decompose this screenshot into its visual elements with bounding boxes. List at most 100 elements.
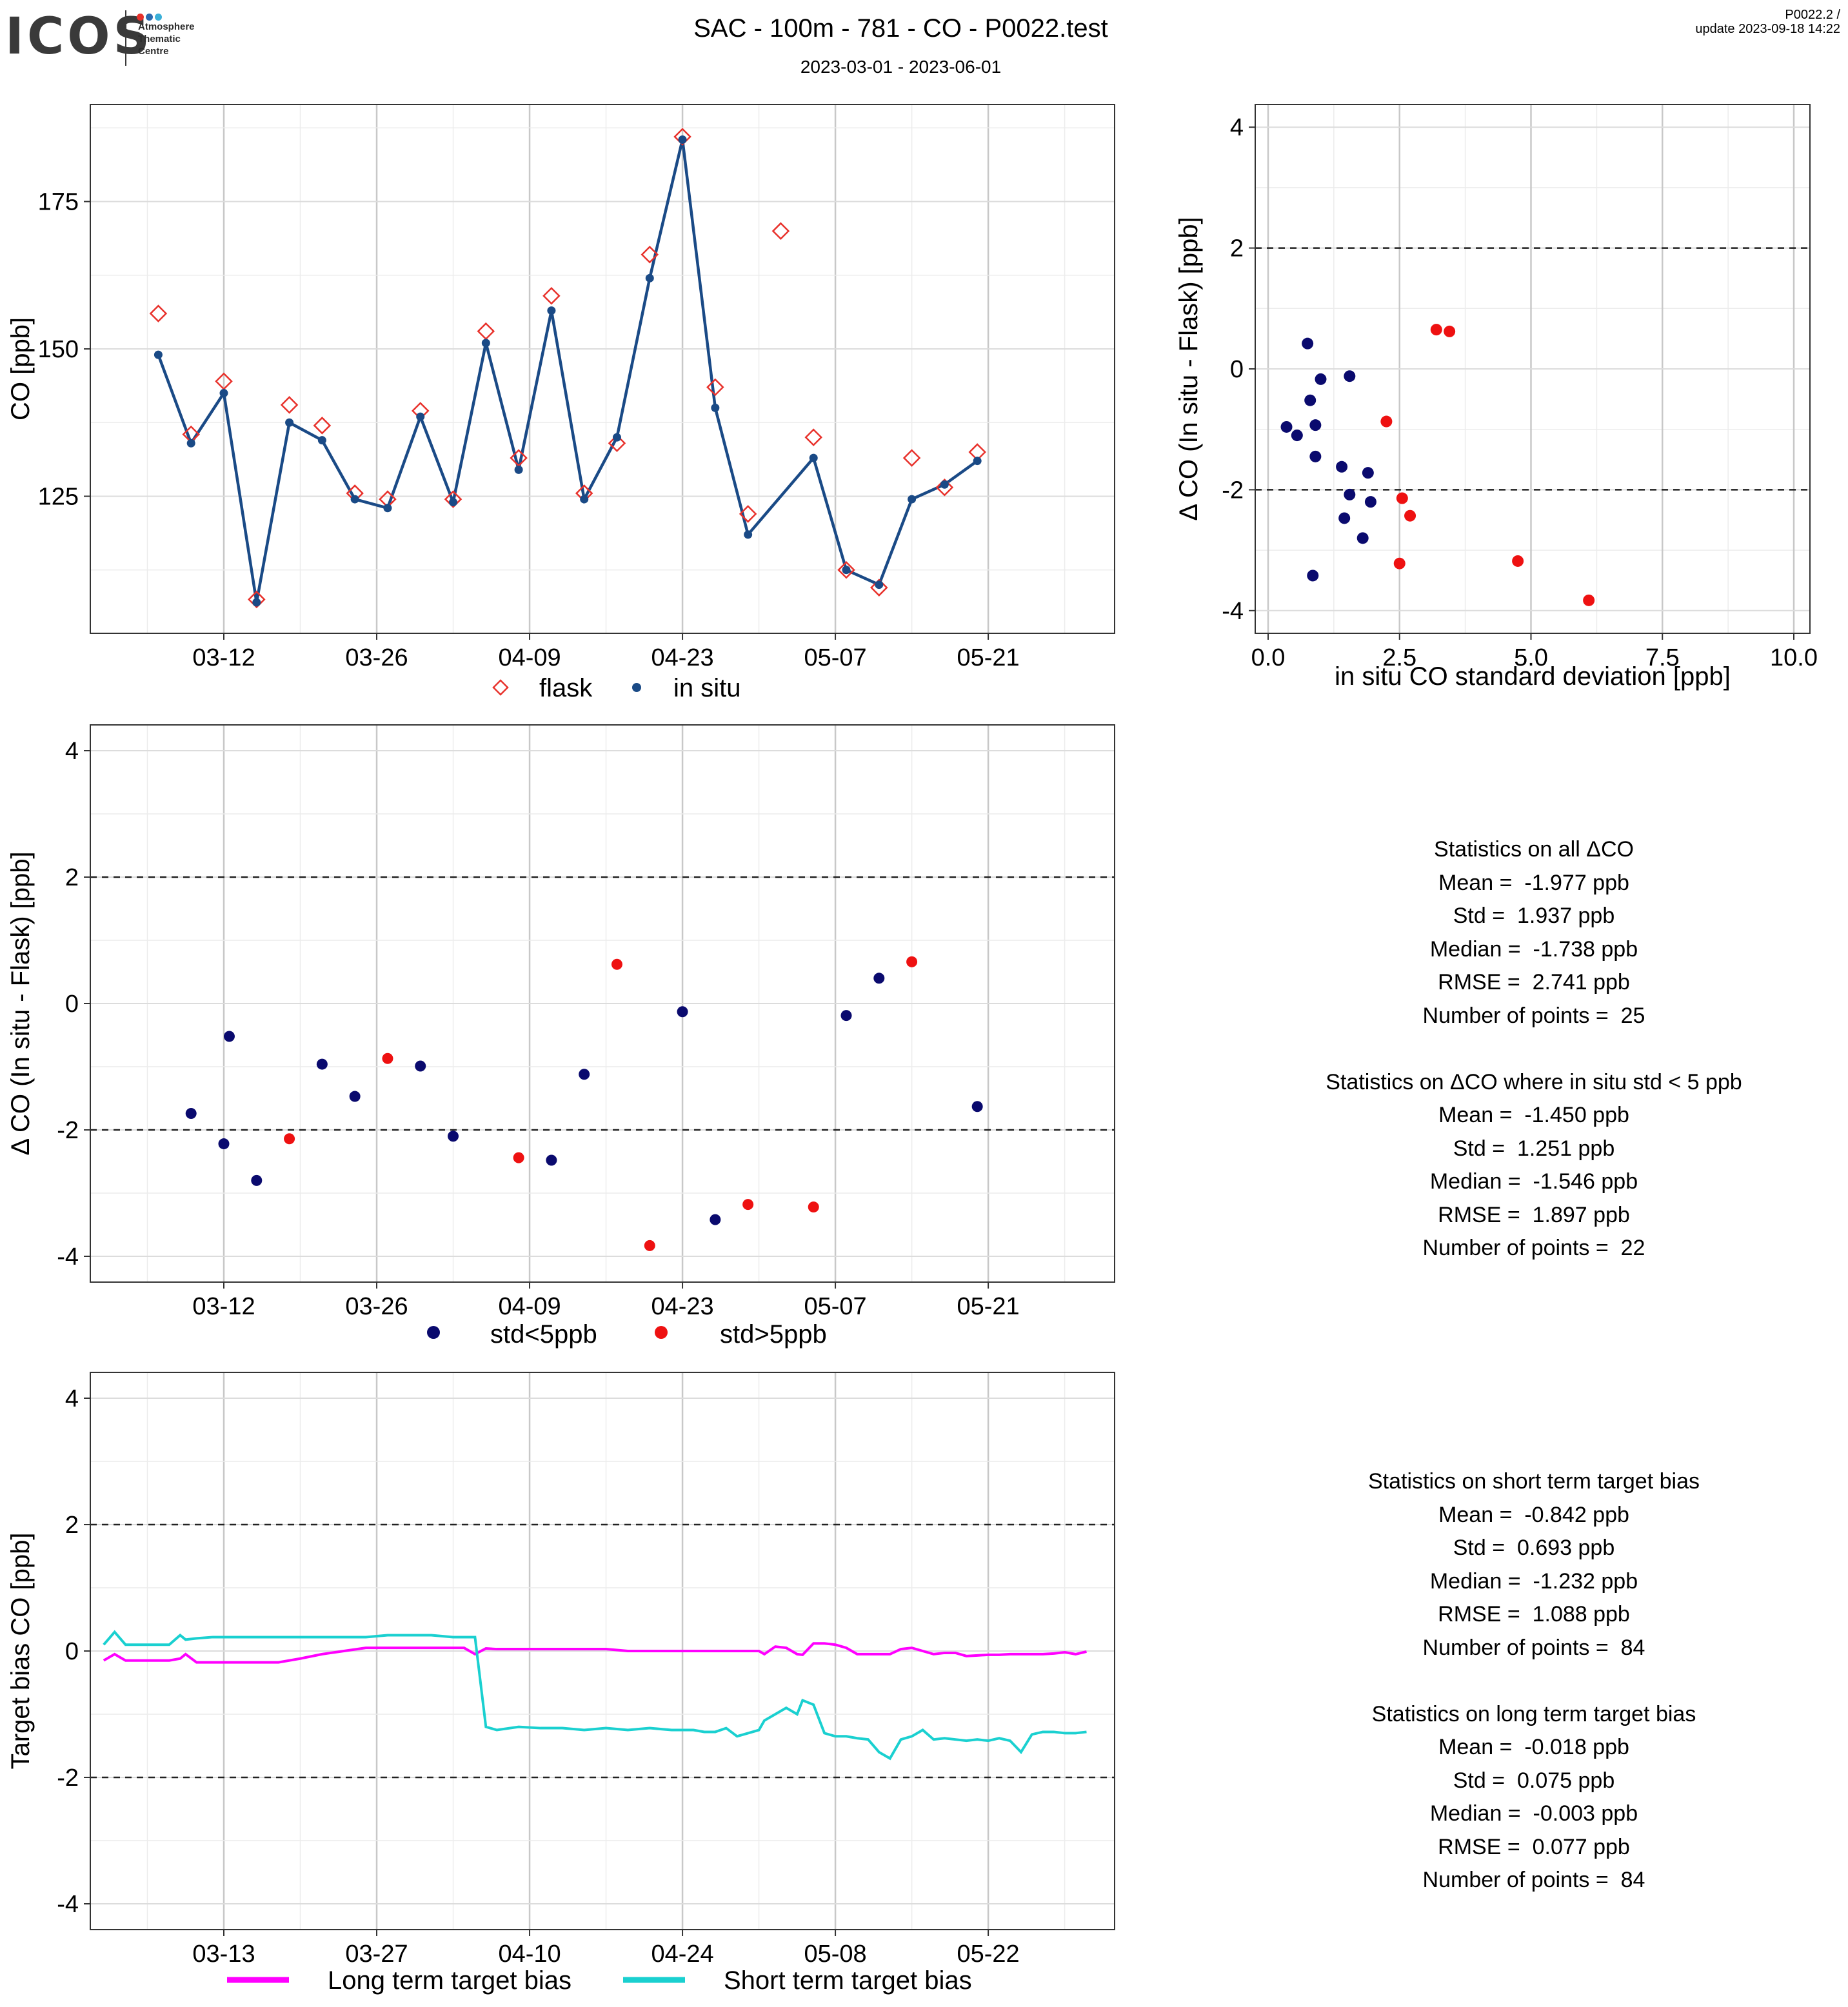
plot-panel <box>90 104 1115 634</box>
y-tick-label: 0 <box>1230 356 1244 383</box>
version-info: P0022.2 / update 2023-09-18 14:22 <box>1695 8 1840 36</box>
std-gt5-point <box>1444 325 1456 337</box>
std-lt5-point <box>579 1069 590 1080</box>
logo-separator <box>125 10 126 66</box>
flask-point <box>608 434 626 453</box>
insitu-point <box>252 598 261 607</box>
stats-heading: Statistics on all ΔCO <box>1434 837 1634 862</box>
stats-heading: Statistics on ΔCO where in situ std < 5 … <box>1326 1069 1742 1094</box>
std-lt5-point <box>1338 512 1351 524</box>
stats-target-panel: Statistics on short term target bias Mean… <box>1244 1465 1824 1897</box>
flask-point <box>280 396 299 414</box>
stats-line: Std = 0.693 ppb <box>1453 1536 1615 1560</box>
y-tick-label: -4 <box>1222 598 1244 625</box>
std-lt5-point <box>1309 450 1322 462</box>
std-gt5-point <box>1396 492 1408 504</box>
flask-point <box>837 560 855 579</box>
x-tick-label: 05-21 <box>957 1293 1019 1320</box>
insitu-point <box>580 495 589 504</box>
x-tick-label: 03-26 <box>345 644 408 671</box>
stats-line: Mean = -1.977 ppb <box>1438 870 1629 895</box>
std-lt5-point <box>1315 373 1327 385</box>
stats-heading: Statistics on short term target bias <box>1368 1469 1700 1494</box>
std-gt5-point <box>644 1240 655 1251</box>
plot-border <box>1255 104 1811 634</box>
insitu-point <box>449 498 458 507</box>
x-tick-label: 05-07 <box>804 644 866 671</box>
x-tick-label: 10.0 <box>1770 644 1818 671</box>
stats-spacer <box>1244 1033 1824 1066</box>
std-lt5-point <box>546 1154 557 1166</box>
page-subtitle-wrap: 2023-03-01 - 2023-06-01 <box>0 57 1848 77</box>
page-title-wrap: SAC - 100m - 781 - CO - P0022.test <box>0 14 1848 43</box>
x-tick-label: 0.0 <box>1251 644 1286 671</box>
y-tick-label: 150 <box>38 336 79 363</box>
std-lt5-point <box>1309 419 1322 431</box>
std-gt5-point <box>906 956 918 967</box>
stats-line: Number of points = 22 <box>1422 1236 1645 1260</box>
std-lt5-point <box>349 1091 361 1102</box>
flask-point <box>673 128 691 146</box>
y-axis-label: CO [ppb] <box>6 317 35 420</box>
flask-point <box>771 222 790 240</box>
y-tick-label: 125 <box>38 484 79 511</box>
legend-long-term-label: Long term target bias <box>328 1966 571 1995</box>
x-tick-label: 05-07 <box>804 1293 866 1320</box>
std-gt5-point <box>611 958 622 970</box>
std-gt5-point <box>1583 594 1595 606</box>
std-gt5-point <box>513 1152 524 1163</box>
stats-all-panel: Statistics on all ΔCO Mean = -1.977 ppb St… <box>1244 833 1824 1265</box>
y-tick-label: -4 <box>57 1891 79 1918</box>
insitu-point <box>285 418 294 427</box>
stats-line: Median = -0.003 ppb <box>1429 1801 1638 1826</box>
x-axis-label: in situ CO standard deviation [ppb] <box>1335 662 1731 691</box>
std-gt5-point <box>1393 557 1406 569</box>
std-gt5-point <box>284 1133 295 1145</box>
stats-line: Number of points = 84 <box>1422 1635 1645 1660</box>
std-lt5-point <box>251 1174 263 1186</box>
std-lt5-point <box>448 1131 459 1142</box>
std-lt5-point <box>873 973 885 984</box>
y-tick-label: 4 <box>65 1385 79 1412</box>
insitu-point <box>908 495 917 504</box>
std-lt5-point <box>223 1031 235 1042</box>
page-title: SAC - 100m - 781 - CO - P0022.test <box>693 14 1108 43</box>
y-axis-label: Δ CO (In situ - Flask) [ppb] <box>1175 217 1203 520</box>
flask-point <box>542 286 561 305</box>
stats-line: Median = -1.738 ppb <box>1429 936 1638 962</box>
logo-subtext: Atmosphere Thematic Centre <box>138 21 195 57</box>
insitu-point <box>416 412 425 421</box>
std-lt5-point <box>316 1058 328 1070</box>
insitu-point <box>514 465 523 474</box>
insitu-point <box>547 306 556 315</box>
flask-point <box>739 505 757 523</box>
flask-point <box>870 578 888 597</box>
plot-border <box>90 1372 1115 1930</box>
std-lt5-point <box>1307 569 1319 582</box>
legend-std-lt5-label: std<5ppb <box>490 1320 597 1349</box>
flask-point <box>313 417 332 435</box>
y-tick-label: 0 <box>65 1638 79 1665</box>
stats-line: RMSE = 1.897 ppb <box>1438 1202 1630 1227</box>
flask-point <box>248 590 266 609</box>
std-lt5-point <box>1280 420 1293 433</box>
x-tick-label: 04-10 <box>498 1941 561 1968</box>
std-gt5-point <box>1512 555 1524 567</box>
flask-point <box>641 245 659 264</box>
y-tick-label: 0 <box>65 991 79 1018</box>
flask-point <box>706 378 724 397</box>
stats-line: Std = 0.075 ppb <box>1453 1768 1615 1793</box>
insitu-point <box>973 457 982 466</box>
legend-insitu-key <box>632 683 641 692</box>
y-tick-label: -2 <box>57 1765 79 1792</box>
stats-line: Median = -1.232 ppb <box>1429 1568 1638 1594</box>
x-tick-label: 04-24 <box>651 1941 713 1968</box>
plot-border <box>90 104 1115 634</box>
stats-line: Mean = -1.450 ppb <box>1438 1103 1629 1127</box>
x-tick-label: 03-12 <box>192 644 255 671</box>
x-tick-label: 03-13 <box>192 1941 255 1968</box>
x-tick-label: 2.5 <box>1382 644 1416 671</box>
insitu-point <box>383 504 392 513</box>
std-lt5-point <box>1364 496 1376 508</box>
